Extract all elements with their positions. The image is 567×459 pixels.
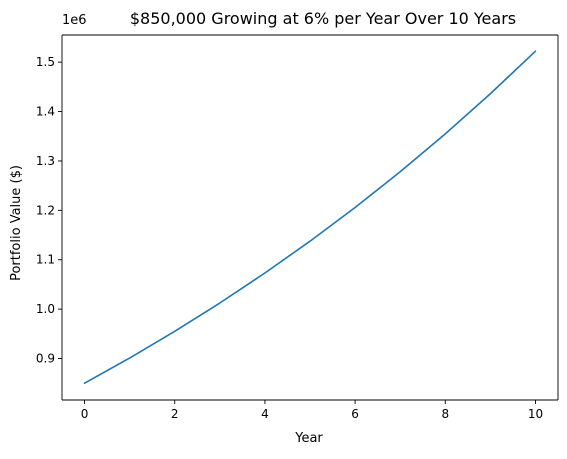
x-tick-label: 6 xyxy=(351,407,359,421)
y-tick-label: 1.5 xyxy=(36,55,55,69)
x-tick-label: 10 xyxy=(528,407,543,421)
x-tick-label: 0 xyxy=(81,407,89,421)
y-axis-offset-label: 1e6 xyxy=(62,13,87,28)
x-tick-label: 4 xyxy=(261,407,269,421)
y-tick-label: 1.2 xyxy=(36,203,55,217)
y-axis-label: Portfolio Value ($) xyxy=(9,165,24,281)
plot-area: 0 2 4 6 8 10 0.9 1.0 1.1 1.2 1.3 1.4 1.5 xyxy=(36,34,559,421)
x-tick-label: 8 xyxy=(441,407,449,421)
x-axis-label: Year xyxy=(294,431,323,446)
y-tick-label: 1.0 xyxy=(36,302,55,316)
y-tick-label: 1.1 xyxy=(36,253,55,267)
y-tick-label: 1.4 xyxy=(36,105,55,119)
y-tick-label: 1.3 xyxy=(36,154,55,168)
series-line-0 xyxy=(83,50,537,385)
x-tick-label: 2 xyxy=(171,407,179,421)
y-tick-label: 0.9 xyxy=(36,352,55,366)
chart-title: $850,000 Growing at 6% per Year Over 10 … xyxy=(130,9,516,28)
